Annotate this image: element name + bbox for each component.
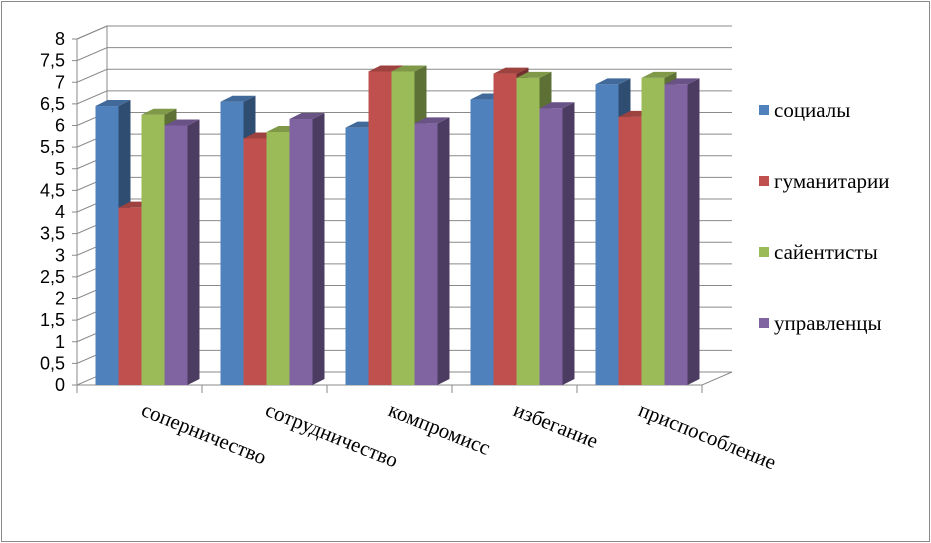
y-tick-label: 4,5 <box>40 180 65 200</box>
y-tick-label: 5 <box>55 159 65 179</box>
category-label: приспособление <box>635 397 779 474</box>
y-tick-label: 7,5 <box>40 51 65 71</box>
y-tick-label: 1 <box>55 332 65 352</box>
y-tick-label: 1,5 <box>40 310 65 330</box>
category-label: соперничество <box>138 397 270 469</box>
category-label: сотрудничество <box>262 397 401 472</box>
bar-top <box>539 102 575 109</box>
y-tick-labels: 00,511,522,533,544,555,566,577,58 <box>40 29 65 395</box>
bar-front <box>664 84 688 385</box>
bar-top <box>493 67 529 74</box>
bar-top <box>141 108 177 115</box>
y-tick-label: 8 <box>55 29 65 49</box>
bar-top <box>516 71 552 78</box>
bar-front <box>493 73 517 385</box>
bar-side <box>562 102 575 385</box>
bar-управленцы-избегание <box>539 102 575 385</box>
bar-управленцы-приспособление <box>664 78 700 385</box>
legend-swatch-управленцы <box>759 318 769 328</box>
legend-label: гуманитарии <box>774 169 890 193</box>
y-tick-label: 3 <box>55 245 65 265</box>
y-tick-label: 3,5 <box>40 224 65 244</box>
legend-swatch-сайентисты <box>759 247 769 257</box>
category-label: избегание <box>510 397 602 453</box>
legend-swatch-социалы <box>759 105 769 115</box>
y-tick-label: 2 <box>55 289 65 309</box>
bar-front <box>243 138 267 385</box>
gridline <box>76 25 732 40</box>
bar-front <box>266 131 290 385</box>
bar-front <box>641 77 665 386</box>
y-tick-label: 0 <box>55 375 65 395</box>
y-tick-label: 6 <box>55 116 65 136</box>
bar-front <box>118 207 142 385</box>
bar-front <box>368 71 392 385</box>
bar-front <box>220 101 244 386</box>
category-label: компромисс <box>385 397 494 460</box>
bar-top <box>220 95 256 102</box>
bar-side <box>687 78 700 385</box>
legend-label: социалы <box>774 98 850 122</box>
bar-управленцы-соперничество <box>164 119 200 385</box>
bars <box>95 65 700 386</box>
y-tick-label: 7 <box>55 72 65 92</box>
bar-front <box>391 71 415 385</box>
bar-front <box>289 119 313 385</box>
y-tick-label: 4 <box>55 202 65 222</box>
legend-label: управленцы <box>774 311 882 335</box>
bar-top <box>164 119 200 126</box>
gridline <box>76 47 732 62</box>
bar-top <box>664 78 700 85</box>
bar-front <box>595 84 619 385</box>
bar-top <box>641 71 677 78</box>
bar-top <box>289 113 325 120</box>
bar-front <box>164 125 188 385</box>
y-tick-label: 6,5 <box>40 94 65 114</box>
bar-side <box>312 113 325 385</box>
y-tick-label: 0,5 <box>40 353 65 373</box>
bar-front <box>470 99 494 386</box>
bar-front <box>414 123 438 386</box>
bar-front <box>95 106 119 385</box>
bar-front <box>345 127 369 385</box>
bar-управленцы-сотрудничество <box>289 113 325 385</box>
bar-side <box>187 119 200 385</box>
bar-управленцы-компромисс <box>414 117 450 386</box>
bar-front <box>141 114 165 385</box>
legend: социалы гуманитарии сайентисты управленцы <box>759 98 890 335</box>
bar-front <box>516 77 540 386</box>
bar-top <box>414 117 450 124</box>
bar-top <box>391 65 427 72</box>
legend-swatch-гуманитарии <box>759 176 769 186</box>
bar-top <box>368 65 404 72</box>
y-tick-label: 5,5 <box>40 137 65 157</box>
legend-label: сайентисты <box>774 240 878 264</box>
bar-front <box>539 108 563 385</box>
bar-side <box>437 117 450 386</box>
bar-front <box>618 116 642 385</box>
y-tick-label: 2,5 <box>40 267 65 287</box>
bar-top <box>595 78 631 85</box>
bar-top <box>95 100 131 107</box>
